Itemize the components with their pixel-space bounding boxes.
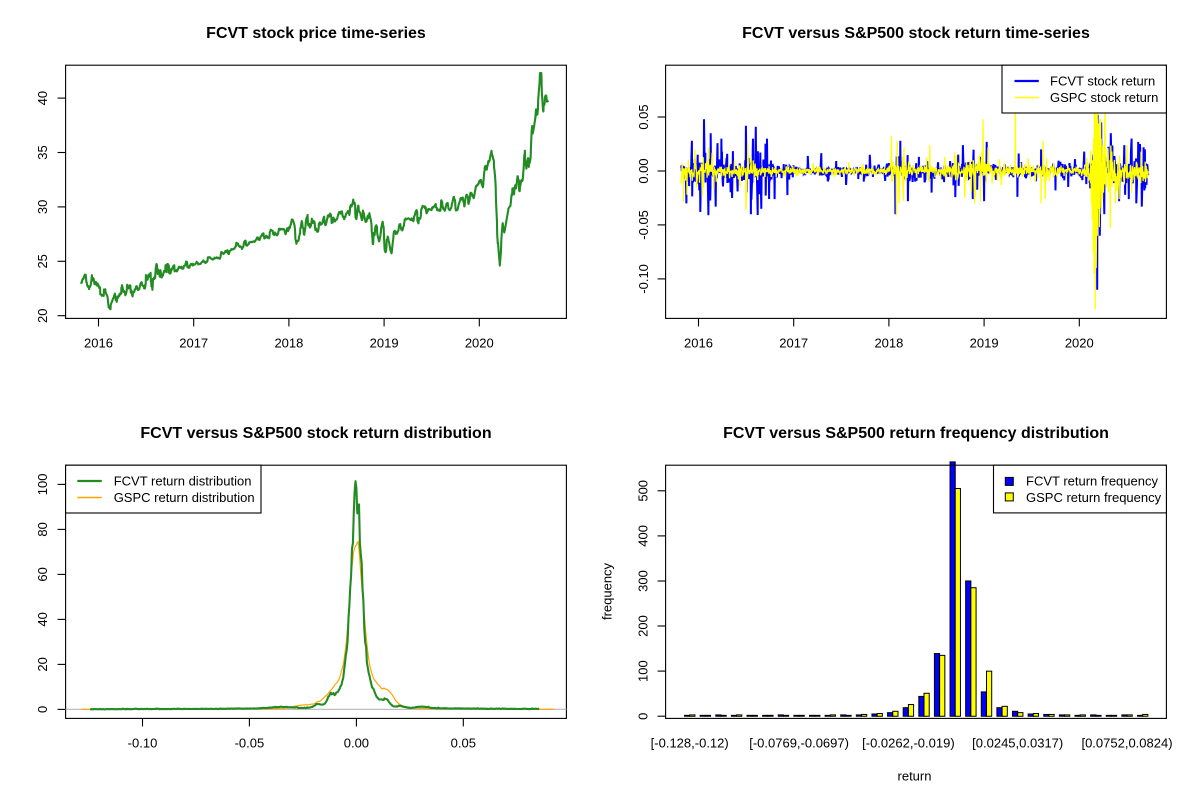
- svg-text:-0.10: -0.10: [128, 736, 158, 751]
- svg-text:25: 25: [35, 254, 50, 268]
- svg-text:0.05: 0.05: [451, 736, 476, 751]
- svg-text:0: 0: [635, 713, 650, 720]
- svg-text:2017: 2017: [179, 336, 208, 351]
- svg-text:20: 20: [35, 657, 50, 671]
- svg-text:2019: 2019: [370, 336, 399, 351]
- svg-text:2019: 2019: [970, 336, 999, 351]
- svg-text:100: 100: [635, 660, 650, 682]
- svg-text:FCVT versus S&P500 return freq: FCVT versus S&P500 return frequency dist…: [723, 425, 1109, 442]
- svg-text:300: 300: [635, 570, 650, 592]
- svg-text:FCVT stock price time-series: FCVT stock price time-series: [206, 25, 426, 42]
- svg-text:20: 20: [35, 308, 50, 322]
- svg-text:return: return: [898, 769, 932, 784]
- svg-text:2018: 2018: [874, 336, 903, 351]
- svg-text:2017: 2017: [779, 336, 808, 351]
- svg-text:[-0.0769,-0.0697): [-0.0769,-0.0697): [749, 736, 849, 751]
- svg-text:[0.0752,0.0824): [0.0752,0.0824): [1081, 736, 1172, 751]
- svg-text:FCVT versus S&P500 stock retur: FCVT versus S&P500 stock return time-ser…: [742, 25, 1090, 42]
- svg-text:0: 0: [35, 706, 50, 713]
- svg-text:40: 40: [35, 91, 50, 105]
- svg-text:40: 40: [35, 612, 50, 626]
- svg-text:FCVT stock return: FCVT stock return: [1050, 74, 1155, 89]
- svg-text:100: 100: [35, 474, 50, 496]
- svg-text:0.00: 0.00: [636, 158, 651, 183]
- svg-text:[0.0245,0.0317): [0.0245,0.0317): [972, 736, 1063, 751]
- svg-text:-0.10: -0.10: [636, 264, 651, 294]
- svg-text:0.05: 0.05: [636, 104, 651, 129]
- svg-text:[-0.128,-0.12): [-0.128,-0.12): [651, 736, 729, 751]
- svg-text:GSPC return frequency: GSPC return frequency: [1026, 490, 1162, 505]
- svg-text:2020: 2020: [1065, 336, 1094, 351]
- svg-text:2018: 2018: [274, 336, 303, 351]
- svg-text:35: 35: [35, 145, 50, 159]
- svg-text:frequency: frequency: [600, 562, 615, 620]
- svg-text:FCVT return distribution: FCVT return distribution: [114, 474, 252, 489]
- svg-text:2020: 2020: [465, 336, 494, 351]
- svg-text:-0.05: -0.05: [235, 736, 265, 751]
- svg-text:80: 80: [35, 522, 50, 536]
- svg-text:GSPC return distribution: GSPC return distribution: [114, 490, 255, 505]
- svg-text:FCVT return frequency: FCVT return frequency: [1026, 474, 1158, 489]
- svg-text:60: 60: [35, 567, 50, 581]
- svg-text:GSPC stock return: GSPC stock return: [1050, 90, 1158, 105]
- svg-text:30: 30: [35, 200, 50, 214]
- svg-text:200: 200: [635, 615, 650, 637]
- svg-text:400: 400: [635, 525, 650, 547]
- svg-text:FCVT versus S&P500 stock retur: FCVT versus S&P500 stock return distribu…: [140, 425, 491, 442]
- svg-text:2016: 2016: [684, 336, 713, 351]
- svg-text:-0.05: -0.05: [636, 210, 651, 240]
- svg-text:500: 500: [635, 480, 650, 502]
- svg-text:0.00: 0.00: [344, 736, 369, 751]
- svg-text:[-0.0262,-0.019): [-0.0262,-0.019): [862, 736, 955, 751]
- svg-text:2016: 2016: [84, 336, 113, 351]
